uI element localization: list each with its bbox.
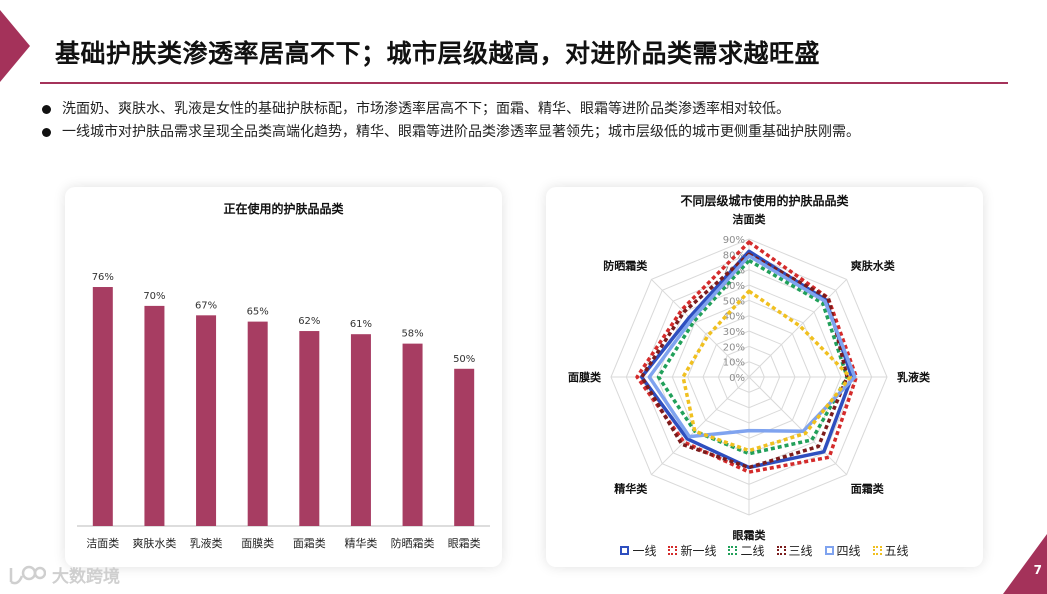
legend-item: 二线 xyxy=(728,542,765,559)
bar xyxy=(92,287,113,526)
legend-item: 五线 xyxy=(872,542,909,559)
corner-decoration xyxy=(0,10,30,82)
radar-axis-label: 眼霜类 xyxy=(733,528,767,542)
radar-chart-title: 不同层级城市使用的护肤品品类 xyxy=(680,193,849,208)
bar-value-label: 70% xyxy=(143,291,165,302)
radar-tick-label: 20% xyxy=(723,342,745,353)
bar xyxy=(144,305,165,526)
radar-spoke xyxy=(748,376,847,475)
radar-spoke xyxy=(651,279,750,378)
legend-label: 一线 xyxy=(632,544,657,558)
radar-tick-label: 10% xyxy=(723,358,745,369)
bar-chart: 正在使用的护肤品品类 76% 洁面类 70% 爽肤水类 67% 乳液类 65% 面膜类 62% 面霜… xyxy=(77,201,490,550)
legend-swatch xyxy=(668,546,678,555)
page-number: 7 xyxy=(1033,563,1042,577)
legend-label: 二线 xyxy=(740,544,765,558)
radar-tick-label: 60% xyxy=(723,281,745,292)
radar-axis-label: 面霜类 xyxy=(851,482,885,496)
bar xyxy=(247,321,268,526)
bar-chart-title: 正在使用的护肤品品类 xyxy=(223,201,344,216)
x-tick-label: 乳液类 xyxy=(190,536,223,550)
radar-series-line xyxy=(647,254,857,439)
radar-series-line xyxy=(639,252,849,470)
bullet-item: 一线城市对护肤品需求呈现全品类高端化趋势，精华、眼霜等进阶品类渗透率显著领先；城… xyxy=(40,121,990,144)
page-title: 基础护肤类渗透率居高不下；城市层级越高，对进阶品类需求越旺盛 xyxy=(55,39,821,68)
x-tick-label: 面霜类 xyxy=(293,536,326,550)
radar-tick-label: 90% xyxy=(723,235,745,246)
radar-chart: 不同层级城市使用的护肤品品类0%10%20%30%40%50%60%70%80%… xyxy=(568,193,931,542)
legend-swatch xyxy=(728,546,738,555)
radar-legend: 一线 新一线 二线 三线 四线 五线 xyxy=(546,542,983,559)
legend-swatch xyxy=(824,546,834,555)
radar-spoke xyxy=(651,376,750,475)
legend-label: 新一线 xyxy=(680,544,717,558)
bullet-item: 洗面奶、爽肤水、乳液是女性的基础护肤标配，市场渗透率居高不下；面霜、精华、眼霜等… xyxy=(40,98,990,121)
watermark-logo-icon xyxy=(9,565,46,584)
x-tick-label: 精华类 xyxy=(344,536,377,550)
bar-chart-panel: 正在使用的护肤品品类 76% 洁面类 70% 爽肤水类 67% 乳液类 65% 面膜类 62% 面霜… xyxy=(65,187,502,567)
radar-chart-panel: 不同层级城市使用的护肤品品类 0% 10% 20% 30% 40% 50% 60% 70% 80%… xyxy=(546,187,983,567)
radar-axis-label: 洁面类 xyxy=(733,212,767,226)
watermark-text: 大数跨境 xyxy=(52,567,120,587)
radar-axis-label: 精华类 xyxy=(614,482,648,496)
legend-item: 一线 xyxy=(620,542,656,559)
bar-value-label: 50% xyxy=(453,354,475,365)
bar xyxy=(350,334,371,526)
bar xyxy=(196,315,217,526)
page-number-badge xyxy=(1003,534,1047,594)
legend-item: 新一线 xyxy=(668,542,716,559)
legend-item: 四线 xyxy=(824,542,861,559)
bar-value-label: 67% xyxy=(195,300,217,311)
bar-value-label: 76% xyxy=(92,272,114,283)
radar-axis-label: 爽肤水类 xyxy=(851,258,896,272)
legend-label: 四线 xyxy=(836,544,861,558)
legend-swatch xyxy=(872,546,882,555)
legend-label: 三线 xyxy=(788,544,813,558)
bar-value-label: 58% xyxy=(401,329,423,340)
radar-tick-label: 50% xyxy=(723,296,745,307)
bar xyxy=(454,368,475,526)
radar-spoke xyxy=(748,279,847,378)
x-tick-label: 防晒霜类 xyxy=(391,536,435,550)
x-tick-label: 爽肤水类 xyxy=(132,536,176,550)
x-tick-label: 面膜类 xyxy=(241,536,274,550)
bar xyxy=(299,331,320,526)
x-tick-label: 洁面类 xyxy=(86,536,119,550)
bar-value-label: 65% xyxy=(247,307,269,318)
legend-label: 五线 xyxy=(884,544,909,558)
legend-swatch xyxy=(776,546,786,555)
radar-axis-label: 面膜类 xyxy=(568,370,602,384)
bar-value-label: 61% xyxy=(350,319,372,330)
bullet-list: 洗面奶、爽肤水、乳液是女性的基础护肤标配，市场渗透率居高不下；面霜、精华、眼霜等… xyxy=(40,98,990,144)
legend-swatch xyxy=(620,546,630,555)
radar-tick-label: 30% xyxy=(723,327,745,338)
radar-tick-label: 40% xyxy=(723,312,745,323)
bar xyxy=(402,343,423,526)
watermark: 大数跨境 xyxy=(8,562,120,587)
radar-axis-label: 防晒霜类 xyxy=(603,258,648,272)
legend-item: 三线 xyxy=(776,542,813,559)
radar-series-line xyxy=(681,289,852,453)
bar-value-label: 62% xyxy=(298,316,320,327)
x-tick-label: 眼霜类 xyxy=(448,536,481,550)
radar-tick-label: 0% xyxy=(729,373,745,384)
title-divider xyxy=(40,82,1008,84)
radar-axis-label: 乳液类 xyxy=(897,370,931,384)
